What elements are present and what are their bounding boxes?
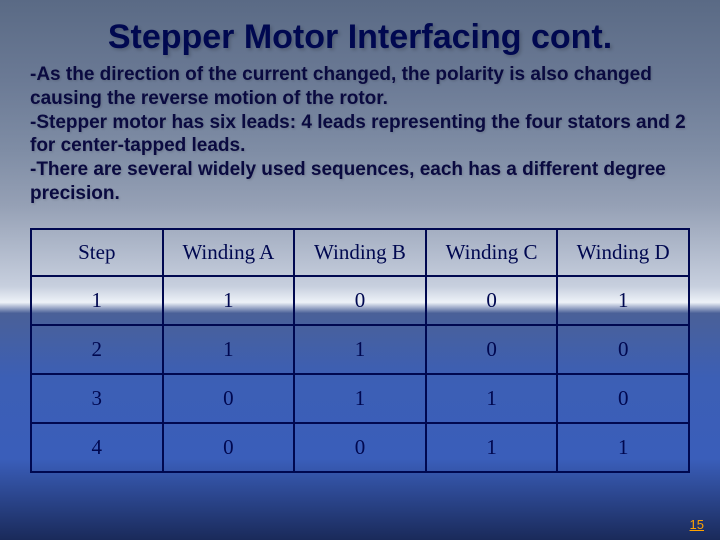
- paragraph-2: -Stepper motor has six leads: 4 leads re…: [30, 111, 690, 159]
- table-row: 3 0 1 1 0: [31, 374, 689, 423]
- col-winding-a: Winding A: [163, 229, 295, 276]
- cell: 0: [557, 325, 689, 374]
- body-text: -As the direction of the current changed…: [30, 63, 690, 206]
- cell: 0: [426, 276, 558, 325]
- cell: 1: [557, 276, 689, 325]
- cell: 3: [31, 374, 163, 423]
- cell: 1: [557, 423, 689, 472]
- cell: 2: [31, 325, 163, 374]
- cell: 0: [294, 276, 426, 325]
- cell: 4: [31, 423, 163, 472]
- cell: 1: [294, 325, 426, 374]
- col-step: Step: [31, 229, 163, 276]
- table-row: 2 1 1 0 0: [31, 325, 689, 374]
- col-winding-d: Winding D: [557, 229, 689, 276]
- paragraph-3: -There are several widely used sequences…: [30, 158, 690, 206]
- cell: 0: [163, 374, 295, 423]
- cell: 1: [31, 276, 163, 325]
- cell: 0: [426, 325, 558, 374]
- cell: 1: [294, 374, 426, 423]
- table-row: 1 1 0 0 1: [31, 276, 689, 325]
- col-winding-c: Winding C: [426, 229, 558, 276]
- page-number: 15: [690, 517, 704, 532]
- table-header-row: Step Winding A Winding B Winding C Windi…: [31, 229, 689, 276]
- cell: 0: [163, 423, 295, 472]
- paragraph-1: -As the direction of the current changed…: [30, 63, 690, 111]
- cell: 0: [294, 423, 426, 472]
- winding-table: Step Winding A Winding B Winding C Windi…: [30, 228, 690, 473]
- col-winding-b: Winding B: [294, 229, 426, 276]
- cell: 0: [557, 374, 689, 423]
- table-row: 4 0 0 1 1: [31, 423, 689, 472]
- cell: 1: [426, 374, 558, 423]
- cell: 1: [163, 325, 295, 374]
- cell: 1: [426, 423, 558, 472]
- cell: 1: [163, 276, 295, 325]
- slide-title: Stepper Motor Interfacing cont.: [30, 18, 690, 57]
